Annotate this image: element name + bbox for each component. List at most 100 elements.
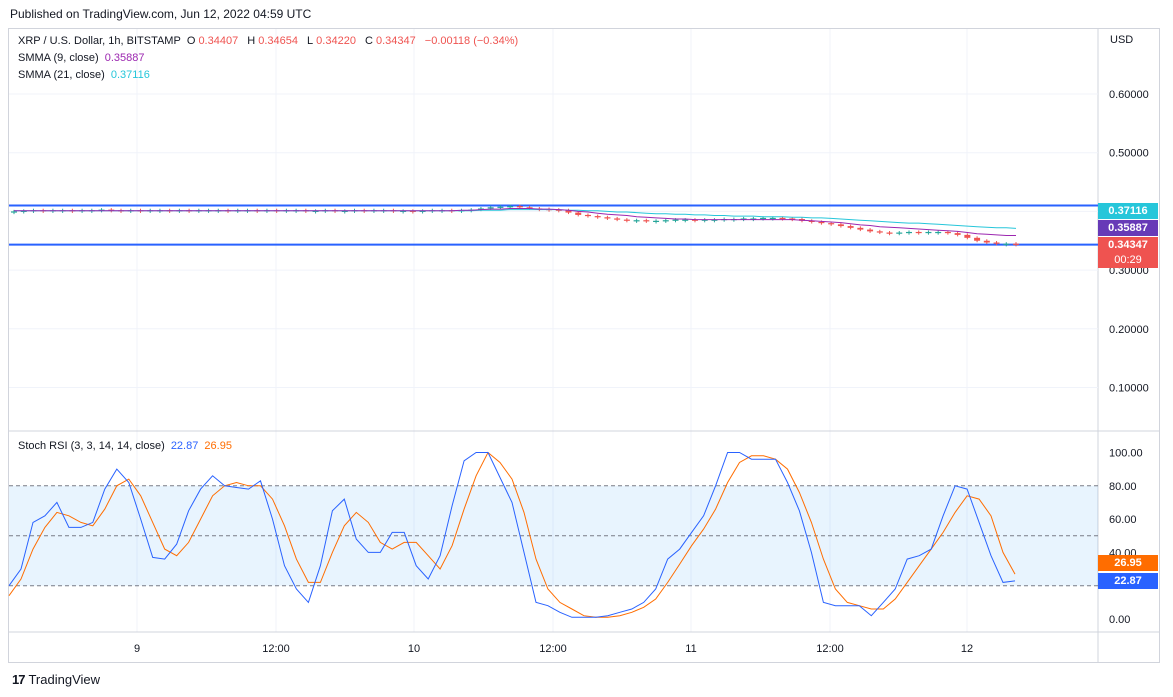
stoch-k-line: [8, 452, 1016, 618]
x-tick-label: 12: [961, 643, 973, 655]
footer-brand-label: TradingView: [28, 672, 101, 687]
candle-body: [526, 207, 533, 209]
candle-body: [341, 210, 348, 213]
candle-body: [20, 210, 27, 213]
candle-body: [409, 210, 416, 213]
candle-body: [857, 227, 864, 230]
candle-body: [400, 210, 407, 213]
stoch-band: [9, 485, 1098, 587]
candle-body: [983, 240, 990, 243]
symbol-label[interactable]: XRP / U.S. Dollar, 1h, BITSTAMP: [18, 35, 181, 47]
stoch-y-tick-label: 60.00: [1109, 514, 1137, 526]
countdown-tag: 00:29: [1098, 252, 1158, 268]
candle-body: [808, 220, 815, 222]
candle-body: [477, 208, 484, 210]
y-tick-label: 0.60000: [1109, 89, 1149, 101]
candle-body: [876, 231, 883, 233]
x-tick-label: 9: [134, 643, 140, 655]
candle-body: [604, 217, 611, 219]
candle-body: [769, 217, 776, 220]
footer-brand[interactable]: 17 TradingView: [12, 672, 100, 687]
candle-body: [760, 217, 767, 220]
candle-body: [886, 232, 893, 234]
published-caption: Published on TradingView.com, Jun 12, 20…: [10, 7, 312, 21]
candle-body: [633, 220, 640, 222]
candle-body: [497, 206, 504, 208]
stoch-label[interactable]: Stoch RSI (3, 3, 14, 14, close): [18, 440, 165, 452]
candle-body: [925, 231, 932, 234]
stoch-d-value: 26.95: [204, 440, 232, 452]
smma21-tag: 0.37116: [1098, 203, 1158, 219]
low-value: L 0.34220: [307, 35, 356, 47]
currency-label[interactable]: USD: [1110, 34, 1134, 46]
candle-body: [555, 209, 562, 211]
candle-body: [614, 218, 621, 220]
stoch-y-tick-label: 0.00: [1109, 614, 1130, 626]
candle-body: [750, 218, 757, 220]
candle-body: [1003, 243, 1010, 245]
candle-body: [847, 226, 854, 228]
smma9-value: 0.35887: [104, 52, 145, 64]
candle-body: [682, 219, 689, 221]
candle-body: [584, 214, 591, 217]
smma9-label[interactable]: SMMA (9, close): [18, 52, 99, 64]
y-tick-label: 0.10000: [1109, 383, 1149, 395]
candle-body: [896, 232, 903, 234]
candle-body: [711, 219, 718, 221]
candle-body: [867, 229, 874, 232]
price-legend: XRP / U.S. Dollar, 1h, BITSTAMP O 0.34407…: [18, 33, 521, 84]
candle-body: [701, 219, 708, 221]
stoch-d-tag: 26.95: [1098, 555, 1158, 571]
stoch-y-tick-label: 80.00: [1109, 481, 1137, 493]
x-tick-label: 10: [408, 643, 420, 655]
x-tick-label: 12:00: [539, 643, 567, 655]
candle-body: [740, 218, 747, 220]
candle-body: [575, 212, 582, 215]
candle-body: [964, 234, 971, 238]
tradingview-logo-icon: 17: [12, 672, 26, 687]
y-tick-label: 0.20000: [1109, 324, 1149, 336]
x-tick-label: 12:00: [816, 643, 844, 655]
candle-body: [828, 223, 835, 225]
stoch-k-value: 22.87: [170, 440, 199, 452]
candle-body: [312, 210, 319, 213]
candle-body: [935, 231, 942, 234]
candle-body: [565, 210, 572, 213]
candle-body: [487, 207, 494, 209]
change-value: −0.00118 (−0.34%): [424, 35, 519, 47]
horizontal-lines: [9, 204, 1098, 246]
candle-body: [594, 216, 601, 218]
close-value: C 0.34347: [365, 35, 416, 47]
smma21-label[interactable]: SMMA (21, close): [18, 69, 105, 81]
candle-body: [98, 209, 105, 211]
candle-body: [789, 218, 796, 220]
stoch-d-line: [8, 451, 1016, 618]
candle-body: [623, 219, 630, 221]
candle-body: [419, 210, 426, 213]
candle-body: [974, 237, 981, 241]
candle-body: [915, 231, 922, 234]
candle-body: [818, 221, 825, 224]
candle-body: [779, 217, 786, 220]
stoch-k-tag: 22.87: [1098, 573, 1158, 589]
candle-body: [837, 224, 844, 227]
chart-frame: [8, 28, 1160, 663]
x-tick-label: 12:00: [262, 643, 290, 655]
candle-body: [954, 233, 961, 235]
stoch-legend: Stoch RSI (3, 3, 14, 14, close) 22.87 26…: [18, 438, 235, 455]
candle-body: [108, 209, 115, 211]
high-value: H 0.34654: [247, 35, 298, 47]
x-tick-label: 11: [685, 643, 696, 655]
candle-body: [516, 206, 523, 208]
y-tick-label: 0.30000: [1109, 265, 1149, 277]
candle-body: [643, 220, 650, 222]
stoch-lines: [8, 451, 1016, 618]
price-tag: 0.34347: [1098, 237, 1158, 253]
candle-body: [905, 231, 912, 234]
candle-body: [944, 231, 951, 234]
candle-body: [672, 219, 679, 221]
y-tick-label: 0.50000: [1109, 148, 1149, 160]
grid: [9, 29, 1159, 663]
candle-body: [993, 242, 1000, 244]
